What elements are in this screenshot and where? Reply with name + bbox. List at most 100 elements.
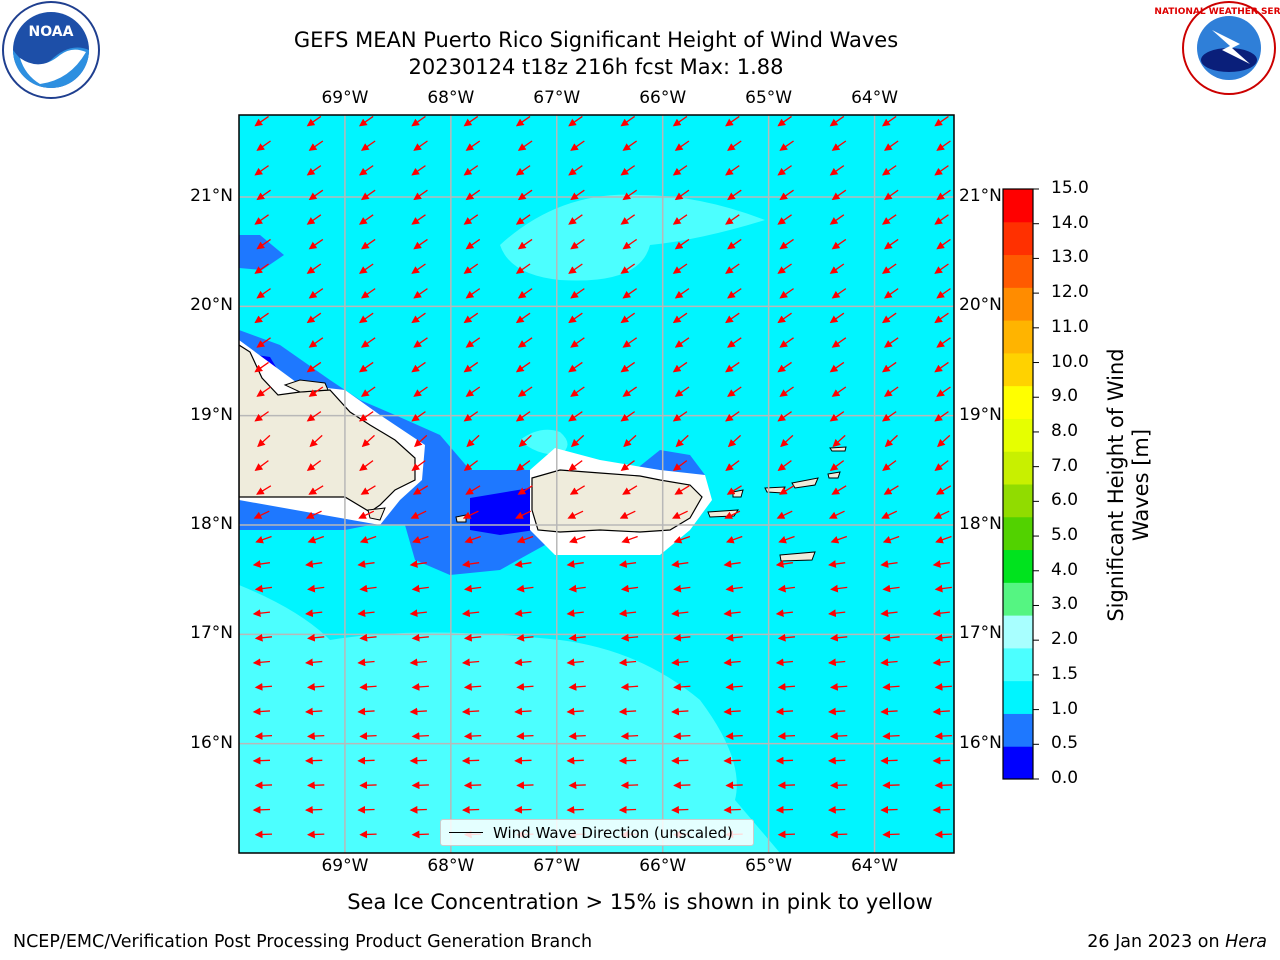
land-tortuga — [283, 379, 329, 393]
wind-arrow — [357, 658, 375, 667]
wind-arrow — [360, 386, 376, 397]
wind-arrow — [620, 115, 636, 127]
wind-arrow — [358, 263, 374, 274]
wind-arrow — [830, 535, 848, 544]
wind-arrow — [674, 288, 690, 299]
wind-arrow — [723, 805, 741, 814]
wind-arrow — [934, 830, 952, 839]
wind-arrow — [830, 781, 848, 790]
wind-arrow — [254, 263, 269, 274]
lat-tick-label: 20°N — [190, 295, 233, 316]
map-frame — [238, 114, 955, 854]
lat-tick-label: 21°N — [959, 186, 1002, 206]
wind-arrow — [622, 386, 638, 397]
lon-tick-label: 66°W — [639, 88, 687, 108]
wind-arrow — [358, 411, 374, 422]
wind-arrow — [357, 609, 375, 618]
wind-arrow — [254, 683, 273, 691]
wind-arrow — [883, 386, 899, 397]
wind-arrow — [620, 312, 636, 324]
colorbar-tick-label: 7.0 — [1051, 455, 1079, 476]
wind-arrow — [254, 214, 269, 225]
colorbar-tick-label: 8.0 — [1051, 420, 1079, 441]
land-hispaniola — [239, 344, 416, 513]
lon-tick-label: 67°W — [533, 88, 581, 108]
wind-arrow — [672, 361, 688, 373]
contour-1p5-north — [500, 194, 765, 281]
wind-arrow — [465, 288, 481, 299]
wind-arrow — [570, 189, 585, 201]
wind-arrow — [779, 337, 794, 348]
colorbar-segment — [1003, 385, 1033, 419]
wind-arrow — [306, 361, 322, 373]
wind-arrow — [413, 140, 428, 151]
wind-arrow — [569, 485, 585, 495]
legend-label: Wind Wave Direction (unscaled) — [493, 823, 733, 842]
wind-arrow — [463, 312, 479, 324]
land-culebra — [732, 489, 744, 498]
colorbar-tick-label: 11.0 — [1051, 316, 1089, 337]
lat-tick-label: 16°N — [959, 732, 1002, 753]
wind-arrow — [514, 805, 532, 814]
wind-arrow — [305, 658, 323, 667]
wind-arrow — [621, 535, 638, 544]
colorbar-segment — [1003, 221, 1033, 256]
wind-arrow — [465, 238, 481, 250]
wind-arrow — [829, 411, 845, 422]
wind-arrow — [883, 140, 899, 151]
wind-arrow — [514, 756, 532, 765]
wind-arrow — [360, 189, 376, 201]
wind-arrow — [882, 830, 900, 839]
wind-arrow — [463, 460, 478, 471]
wind-arrow — [723, 756, 741, 765]
wind-arrow — [775, 805, 794, 814]
wind-arrow — [880, 609, 898, 618]
wind-arrow — [620, 165, 636, 176]
wind-arrow — [777, 361, 792, 373]
wind-arrow — [673, 732, 691, 740]
wind-arrow — [254, 830, 273, 839]
wind-arrow — [829, 361, 845, 373]
wind-arrow — [620, 361, 636, 373]
chart-subtitle: 20230124 t18z 216h fcst Max: 1.88 — [408, 55, 784, 79]
wind-arrow — [568, 584, 586, 593]
wind-arrow — [253, 510, 270, 519]
wind-arrow — [255, 535, 272, 544]
wind-arrow — [672, 510, 688, 519]
wind-arrow — [463, 411, 479, 422]
wind-arrow — [934, 263, 949, 274]
wind-arrow — [306, 165, 322, 176]
wind-arrow — [463, 361, 479, 373]
wind-arrow — [674, 238, 690, 250]
wind-arrow — [671, 805, 689, 814]
wind-arrow — [305, 609, 323, 618]
wind-arrow — [831, 337, 847, 348]
wind-arrow — [932, 756, 950, 765]
wind-arrow — [674, 189, 690, 201]
wind-arrow — [620, 633, 639, 642]
wind-arrow — [880, 707, 898, 716]
wind-arrow — [672, 214, 688, 225]
wind-arrow — [832, 434, 846, 448]
lon-tick-label: 68°W — [427, 856, 475, 876]
noaa-logo: NOAA — [2, 1, 100, 99]
wind-arrow — [411, 263, 426, 274]
wind-arrow — [566, 756, 584, 765]
wind-arrow — [409, 707, 427, 716]
wind-arrow — [673, 781, 691, 790]
wind-arrow — [779, 288, 794, 299]
wind-arrow — [880, 658, 898, 667]
wind-arrow — [622, 288, 638, 299]
wind-arrow — [724, 510, 741, 519]
wind-arrow — [829, 312, 845, 324]
wind-arrow — [411, 781, 429, 790]
wind-arrow — [359, 683, 377, 691]
wind-arrow — [882, 781, 900, 790]
colorbar-segment — [1003, 189, 1033, 223]
wind-arrow — [727, 189, 742, 201]
lon-tick-label: 65°W — [745, 856, 793, 876]
wind-arrow — [725, 312, 740, 324]
wind-arrow — [413, 386, 428, 397]
wind-arrow — [254, 411, 269, 422]
